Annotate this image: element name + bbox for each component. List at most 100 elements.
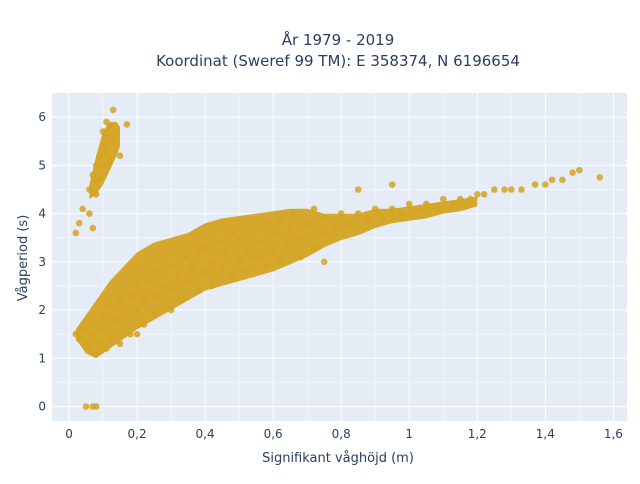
y-axis-title: Vågperiod (s) (16, 215, 31, 302)
x-tick-label: 1 (405, 427, 413, 441)
data-point (96, 176, 103, 184)
data-point (82, 403, 90, 410)
data-point (491, 186, 498, 193)
y-tick-label: 3 (38, 255, 46, 269)
data-point (99, 311, 107, 319)
data-point (123, 121, 131, 128)
data-point (150, 292, 158, 299)
data-point (331, 224, 338, 232)
y-tick-label: 6 (38, 110, 46, 124)
data-point (116, 297, 124, 304)
data-point (310, 205, 318, 213)
x-tick-label: 0,2 (128, 427, 147, 441)
x-axis-ticks: 0 0,2 0,4 0,6 0,8 1 1,2 1,4 1,6 (65, 427, 623, 441)
y-tick-label: 5 (38, 158, 46, 172)
data-point (92, 191, 100, 198)
data-point (276, 215, 284, 222)
data-point (457, 195, 464, 203)
data-point (371, 205, 379, 213)
data-point (75, 335, 83, 343)
data-point (218, 263, 226, 270)
data-point (229, 273, 236, 280)
data-point (133, 306, 141, 314)
data-point (433, 205, 440, 213)
data-point (89, 224, 97, 232)
chart-title-line-2: Koordinat (Sweref 99 TM): E 358374, N 61… (156, 52, 520, 70)
data-point (120, 311, 127, 319)
data-point (303, 219, 311, 227)
x-tick-label: 0,4 (196, 427, 215, 441)
data-point (467, 195, 474, 203)
data-point (188, 263, 195, 270)
data-point (167, 263, 175, 270)
data-point (399, 210, 406, 217)
data-point (320, 258, 328, 266)
data-point (269, 229, 277, 237)
data-point (109, 106, 117, 114)
x-tick-label: 0,8 (332, 427, 351, 441)
data-point (201, 244, 209, 251)
data-point (92, 350, 100, 357)
data-point (86, 186, 93, 193)
data-point (365, 215, 372, 222)
data-point (75, 219, 83, 227)
data-point (147, 277, 154, 285)
data-point (242, 268, 250, 275)
data-point (252, 253, 260, 261)
data-point (290, 210, 297, 217)
data-point (388, 205, 396, 213)
data-point (596, 174, 604, 181)
data-point (89, 171, 97, 179)
data-point (569, 169, 576, 176)
data-point (344, 219, 352, 227)
x-tick-label: 1,2 (468, 427, 487, 441)
data-point (531, 181, 539, 188)
data-point (501, 186, 508, 193)
data-point (542, 181, 549, 188)
data-point (195, 287, 202, 295)
scatter-points (72, 106, 604, 410)
data-point (109, 137, 117, 145)
data-point (89, 330, 97, 338)
y-tick-label: 4 (38, 207, 46, 221)
data-point (133, 282, 141, 290)
data-point (79, 326, 86, 333)
data-point (86, 345, 93, 352)
data-point (337, 210, 345, 217)
data-point (86, 210, 93, 217)
data-point (106, 157, 114, 164)
data-point (96, 340, 103, 348)
y-axis-ticks: 0 1 2 3 4 5 6 (38, 110, 46, 413)
data-point (518, 186, 525, 193)
data-point (405, 200, 413, 208)
data-point (508, 186, 515, 193)
data-point (378, 215, 386, 222)
data-point (310, 244, 318, 251)
data-point (178, 297, 185, 304)
data-point (103, 118, 110, 126)
data-point (297, 253, 304, 261)
data-point (140, 321, 148, 328)
data-point (103, 345, 110, 352)
data-point (263, 263, 270, 270)
data-point (320, 215, 328, 222)
data-point (79, 205, 86, 213)
data-point (283, 239, 291, 246)
data-point (423, 200, 430, 208)
chart-title-line-1: År 1979 - 2019 (282, 30, 395, 49)
data-point (174, 273, 182, 280)
data-point (229, 229, 236, 237)
data-point (99, 162, 107, 169)
main-point-cloud (75, 196, 478, 359)
data-point (127, 330, 134, 338)
data-point (201, 268, 209, 275)
data-point (480, 191, 488, 198)
data-point (133, 330, 141, 338)
data-point (286, 224, 294, 232)
data-point (99, 326, 107, 333)
data-point (154, 268, 161, 275)
data-point (208, 258, 216, 266)
data-point (416, 205, 423, 213)
